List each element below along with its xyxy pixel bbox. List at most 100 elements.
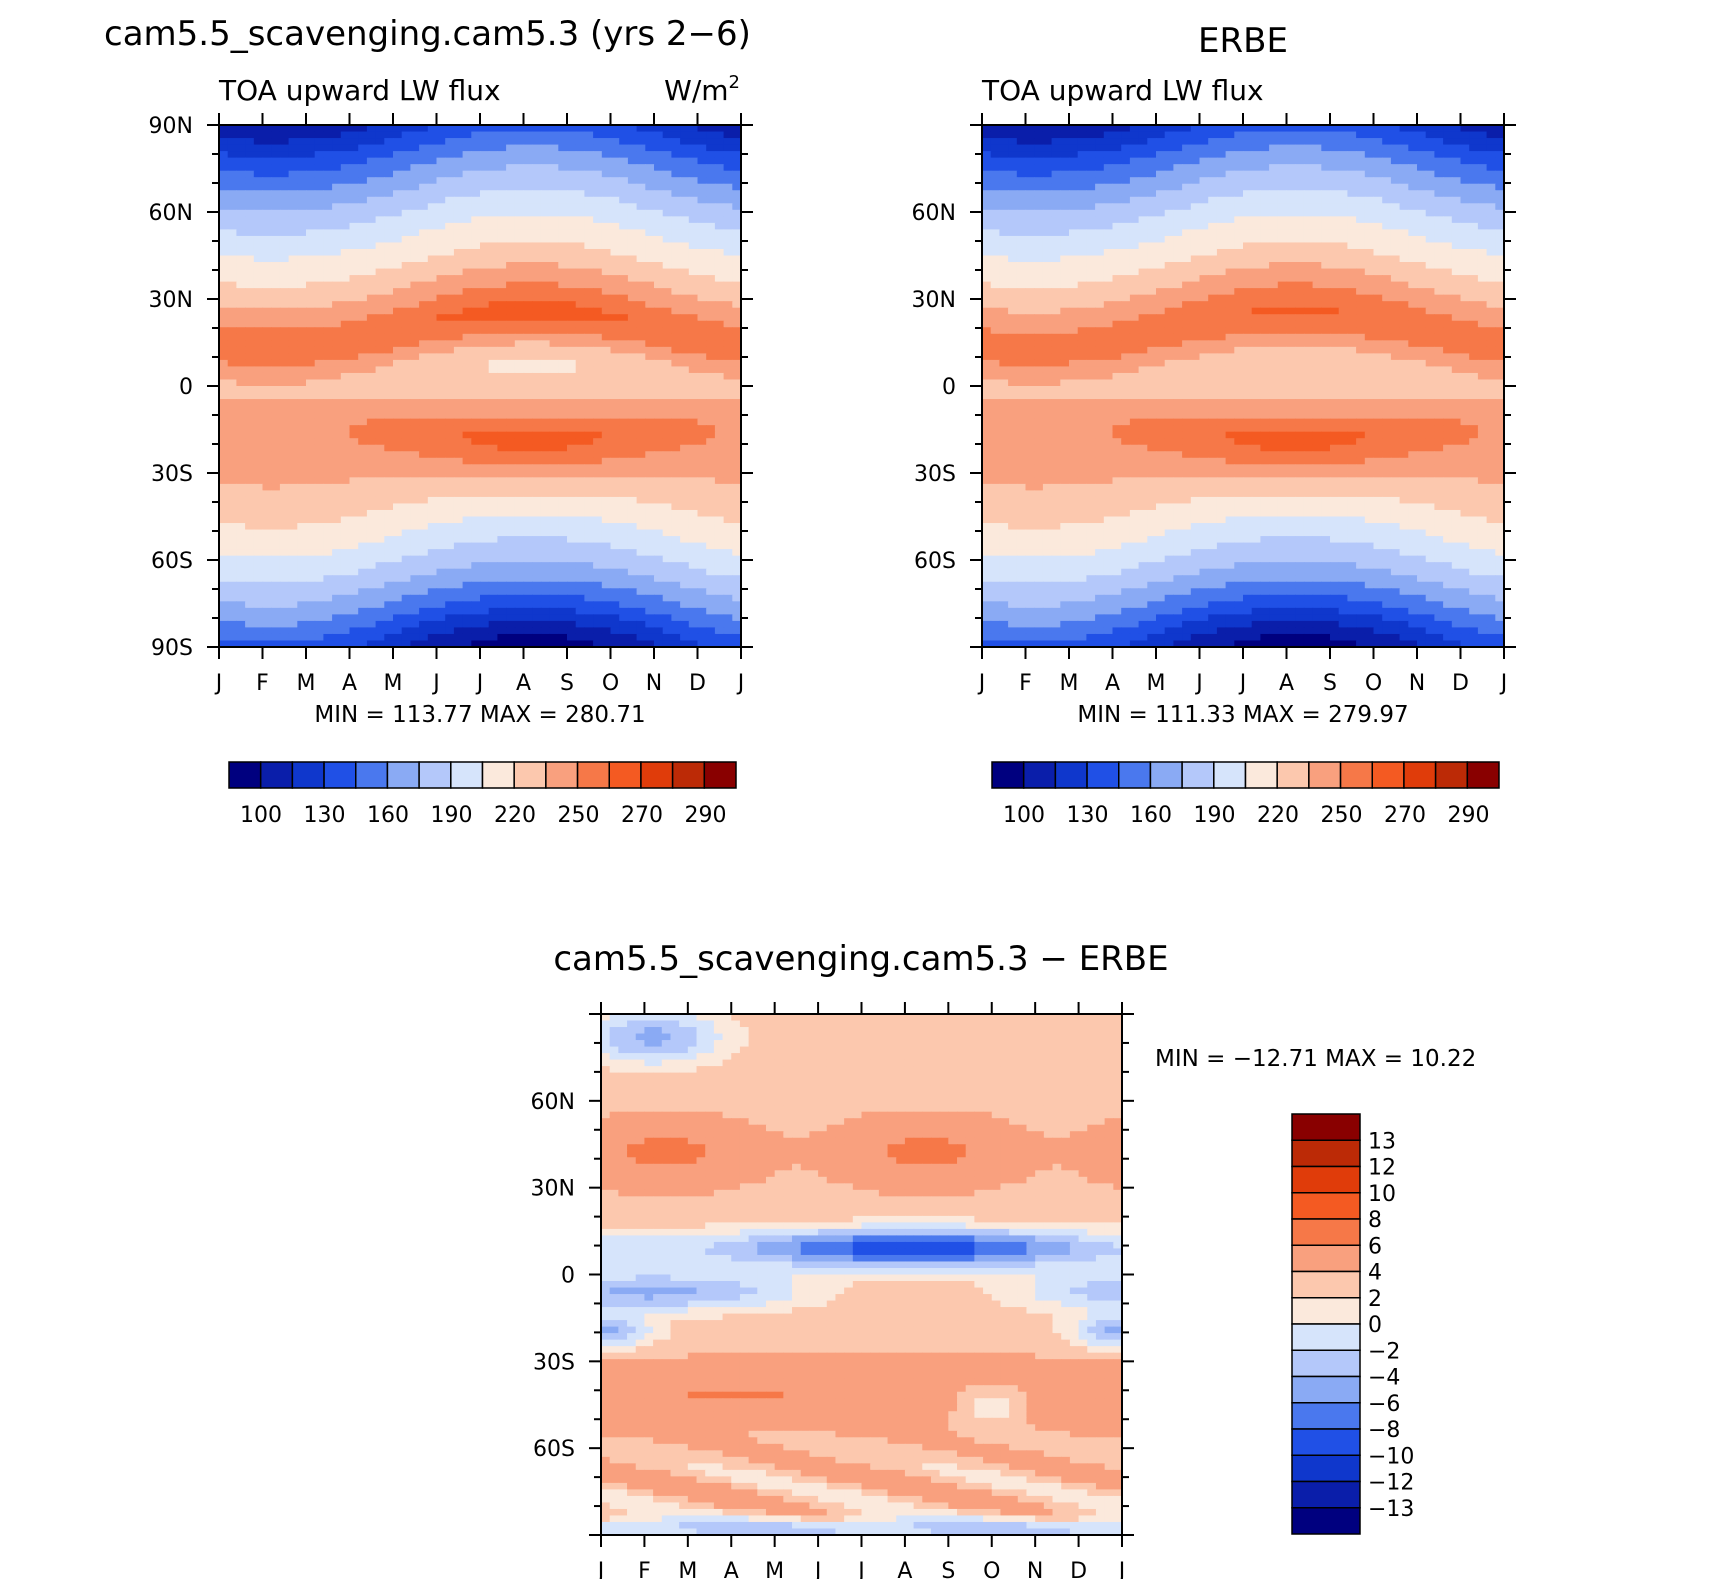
contour-cell — [445, 581, 455, 589]
contour-cell — [714, 529, 725, 537]
contour-cell — [306, 405, 316, 413]
contour-cell — [262, 633, 272, 642]
contour-cell — [610, 412, 620, 420]
contour-cell — [714, 614, 725, 622]
contour-cell — [688, 399, 699, 407]
contour-cell — [497, 503, 507, 511]
contour-cell — [532, 301, 542, 309]
contour-cell — [627, 379, 638, 387]
contour-cell — [427, 386, 438, 394]
contour-cell — [253, 170, 264, 178]
contour-cell — [262, 255, 272, 263]
contour-cell — [279, 314, 290, 322]
contour-cell — [480, 483, 490, 492]
contour-cell — [401, 399, 411, 407]
contour-cell — [306, 333, 316, 341]
contour-cell — [306, 640, 316, 647]
contour-cell — [540, 372, 551, 381]
contour-cell — [427, 275, 438, 283]
contour-cell — [262, 229, 272, 237]
contour-cell — [349, 523, 359, 531]
contour-cell — [1042, 131, 1053, 139]
contour-cell — [375, 170, 385, 178]
contour-cell — [706, 607, 716, 615]
contour-cell — [1060, 125, 1070, 133]
contour-cell — [523, 405, 533, 413]
contour-cell — [297, 418, 307, 426]
contour-cell — [445, 209, 455, 217]
contour-cell — [610, 216, 620, 224]
contour-cell — [271, 399, 281, 407]
contour-cell — [514, 170, 525, 178]
contour-cell — [506, 340, 516, 348]
contour-cell — [410, 170, 420, 178]
contour-cell — [445, 242, 455, 250]
contour-cell — [453, 509, 464, 518]
contour-cell — [393, 483, 403, 492]
contour-cell — [1260, 125, 1270, 133]
contour-cell — [427, 529, 438, 537]
contour-cell — [567, 353, 577, 361]
contour-cell — [523, 281, 533, 289]
contour-cell — [593, 320, 603, 328]
contour-cell — [445, 594, 455, 602]
contour-cell — [384, 190, 394, 198]
contour-cell — [271, 131, 281, 139]
contour-cell — [384, 216, 394, 224]
contour-cell — [645, 457, 655, 465]
contour-cell — [427, 477, 438, 485]
contour-cell — [219, 392, 229, 400]
contour-cell — [558, 470, 568, 478]
contour-cell — [549, 640, 559, 647]
contour-cell — [236, 222, 246, 231]
contour-cell — [236, 581, 246, 589]
contour-cell — [627, 555, 638, 563]
contour-cell — [323, 405, 333, 413]
contour-cell — [723, 242, 733, 250]
contour-cell — [523, 320, 533, 328]
contour-cell — [262, 509, 272, 518]
contour-cell — [245, 451, 255, 459]
contour-cell — [262, 412, 272, 420]
contour-cell — [384, 177, 394, 185]
contour-cell — [645, 255, 655, 263]
contour-cell — [584, 346, 594, 354]
contour-cell — [453, 340, 464, 348]
contour-cell — [567, 496, 577, 505]
contour-cell — [601, 562, 612, 570]
contour-cell — [288, 183, 298, 191]
contour-cell — [262, 516, 272, 524]
contour-cell — [349, 320, 359, 328]
contour-cell — [714, 483, 725, 492]
contour-cell — [471, 568, 481, 576]
contour-cell — [384, 405, 394, 413]
contour-cell — [532, 262, 542, 270]
contour-cell — [982, 131, 992, 139]
contour-cell — [349, 405, 359, 413]
contour-cell — [384, 633, 394, 642]
contour-cell — [471, 451, 481, 459]
contour-cell — [532, 144, 542, 152]
contour-cell — [279, 516, 290, 524]
contour-cell — [671, 222, 681, 231]
contour-cell — [340, 262, 351, 270]
contour-cell — [523, 294, 533, 302]
contour-cell — [384, 209, 394, 217]
contour-cell — [253, 327, 264, 335]
contour-cell — [514, 307, 525, 315]
contour-cell — [332, 307, 342, 315]
contour-cell — [271, 536, 281, 544]
contour-cell — [340, 581, 351, 589]
contour-cell — [227, 451, 237, 459]
contour-cell — [558, 620, 568, 629]
contour-cell — [723, 281, 733, 289]
contour-cell — [558, 418, 568, 426]
contour-cell — [680, 268, 690, 276]
contour-cell — [253, 229, 264, 237]
contour-cell — [332, 151, 342, 159]
contour-cell — [366, 255, 377, 263]
contour-cell — [288, 288, 298, 296]
contour-cell — [654, 144, 664, 152]
contour-cell — [366, 392, 377, 400]
contour-cell — [654, 307, 664, 315]
